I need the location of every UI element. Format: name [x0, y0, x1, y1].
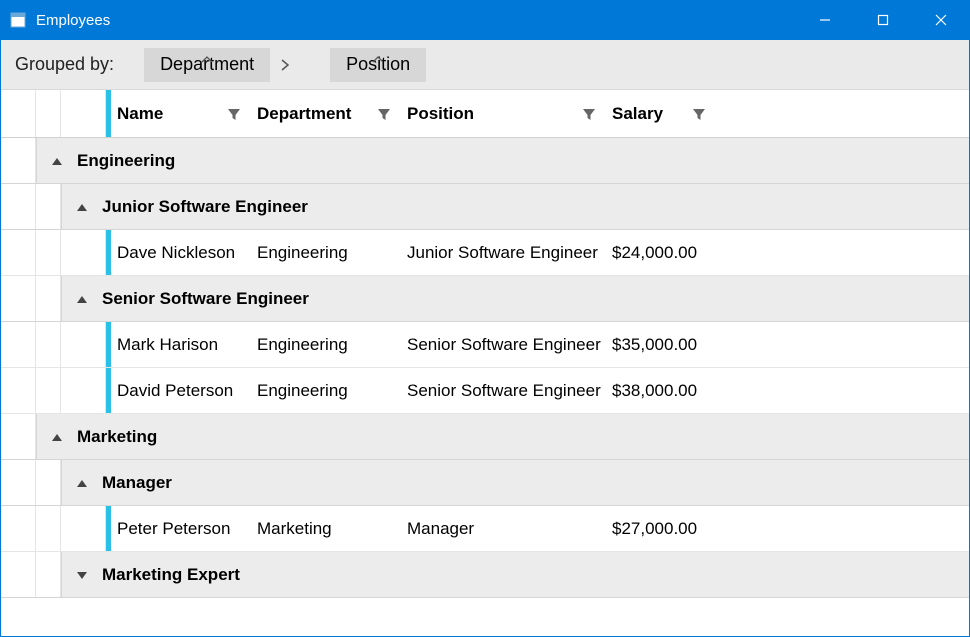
chevron-right-icon: [270, 58, 300, 72]
sort-asc-icon: [201, 47, 213, 68]
expand-gutter-1: [36, 506, 61, 551]
column-header-department[interactable]: Department: [251, 90, 401, 137]
column-header-label: Department: [257, 104, 351, 124]
expand-gutter-2: [61, 230, 106, 275]
column-header-label: Name: [117, 104, 163, 124]
subgroup-row[interactable]: Senior Software Engineer: [1, 276, 969, 322]
subgroup-row[interactable]: Junior Software Engineer: [1, 184, 969, 230]
expand-gutter-1: [36, 460, 61, 505]
row-selector-gutter: [1, 506, 36, 551]
table-row[interactable]: Dave NicklesonEngineeringJunior Software…: [1, 230, 969, 276]
table-row[interactable]: Mark HarisonEngineeringSenior Software E…: [1, 322, 969, 368]
maximize-button[interactable]: [854, 0, 912, 40]
cell-salary: $35,000.00: [606, 322, 716, 367]
table-row[interactable]: Peter PetersonMarketingManager$27,000.00: [1, 506, 969, 552]
minimize-button[interactable]: [796, 0, 854, 40]
row-selector-gutter: [1, 138, 36, 183]
filter-icon[interactable]: [377, 107, 391, 121]
subgroup-label: Junior Software Engineer: [102, 197, 308, 217]
expand-gutter-2: [61, 506, 106, 551]
subgroup-row[interactable]: Manager: [1, 460, 969, 506]
cell-salary: $24,000.00: [606, 230, 716, 275]
sort-asc-icon: [372, 47, 384, 68]
row-selector-gutter: [1, 90, 36, 137]
cell-department: Engineering: [251, 322, 401, 367]
expand-gutter-1: [36, 276, 61, 321]
window-titlebar: Employees: [0, 0, 970, 40]
cell-salary: $38,000.00: [606, 368, 716, 413]
filter-icon[interactable]: [692, 107, 706, 121]
collapse-icon[interactable]: [62, 478, 102, 488]
group-chip-position[interactable]: Position: [330, 48, 426, 82]
row-selector-gutter: [1, 460, 36, 505]
subgroup-row[interactable]: Marketing Expert: [1, 552, 969, 598]
row-selector-gutter: [1, 368, 36, 413]
expand-gutter-1: [36, 230, 61, 275]
row-selector-gutter: [1, 230, 36, 275]
subgroup-label: Senior Software Engineer: [102, 289, 309, 309]
group-chip-department[interactable]: Department: [144, 48, 270, 82]
row-selector-gutter: [1, 276, 36, 321]
cell-name: David Peterson: [111, 368, 251, 413]
column-header-salary[interactable]: Salary: [606, 90, 716, 137]
grouped-by-label: Grouped by:: [15, 54, 114, 75]
subgroup-label: Manager: [102, 473, 172, 493]
expand-gutter-2: [61, 322, 106, 367]
expand-gutter-1: [36, 368, 61, 413]
group-label: Marketing: [77, 427, 157, 447]
collapse-icon[interactable]: [37, 432, 77, 442]
expand-gutter-1: [36, 90, 61, 137]
cell-salary: $27,000.00: [606, 506, 716, 551]
cell-department: Engineering: [251, 368, 401, 413]
row-selector-gutter: [1, 414, 36, 459]
column-header-label: Salary: [612, 104, 663, 124]
collapse-icon[interactable]: [62, 202, 102, 212]
group-row[interactable]: Marketing: [1, 414, 969, 460]
data-grid: Name Department Position Salary Engineer…: [1, 90, 969, 598]
window-title: Employees: [36, 12, 110, 29]
cell-department: Engineering: [251, 230, 401, 275]
table-row[interactable]: David PetersonEngineeringSenior Software…: [1, 368, 969, 414]
row-selector-gutter: [1, 322, 36, 367]
cell-position: Manager: [401, 506, 606, 551]
column-header-position[interactable]: Position: [401, 90, 606, 137]
group-label: Engineering: [77, 151, 175, 171]
expand-gutter-1: [36, 322, 61, 367]
cell-position: Senior Software Engineer: [401, 368, 606, 413]
cell-name: Peter Peterson: [111, 506, 251, 551]
subgroup-label: Marketing Expert: [102, 565, 240, 585]
collapse-icon[interactable]: [62, 294, 102, 304]
cell-name: Dave Nickleson: [111, 230, 251, 275]
row-selector-gutter: [1, 552, 36, 597]
filter-icon[interactable]: [227, 107, 241, 121]
cell-position: Senior Software Engineer: [401, 322, 606, 367]
cell-position: Junior Software Engineer: [401, 230, 606, 275]
expand-gutter-1: [36, 184, 61, 229]
cell-name: Mark Harison: [111, 322, 251, 367]
column-header-row: Name Department Position Salary: [1, 90, 969, 138]
filter-icon[interactable]: [582, 107, 596, 121]
group-row[interactable]: Engineering: [1, 138, 969, 184]
cell-department: Marketing: [251, 506, 401, 551]
expand-gutter-1: [36, 552, 61, 597]
collapse-icon[interactable]: [37, 156, 77, 166]
expand-gutter-2: [61, 90, 106, 137]
row-selector-gutter: [1, 184, 36, 229]
column-header-label: Position: [407, 104, 474, 124]
expand-icon[interactable]: [62, 570, 102, 580]
group-by-bar: Grouped by: Department Position: [1, 40, 969, 90]
expand-gutter-2: [61, 368, 106, 413]
app-icon: [10, 12, 26, 28]
column-header-name[interactable]: Name: [111, 90, 251, 137]
close-button[interactable]: [912, 0, 970, 40]
